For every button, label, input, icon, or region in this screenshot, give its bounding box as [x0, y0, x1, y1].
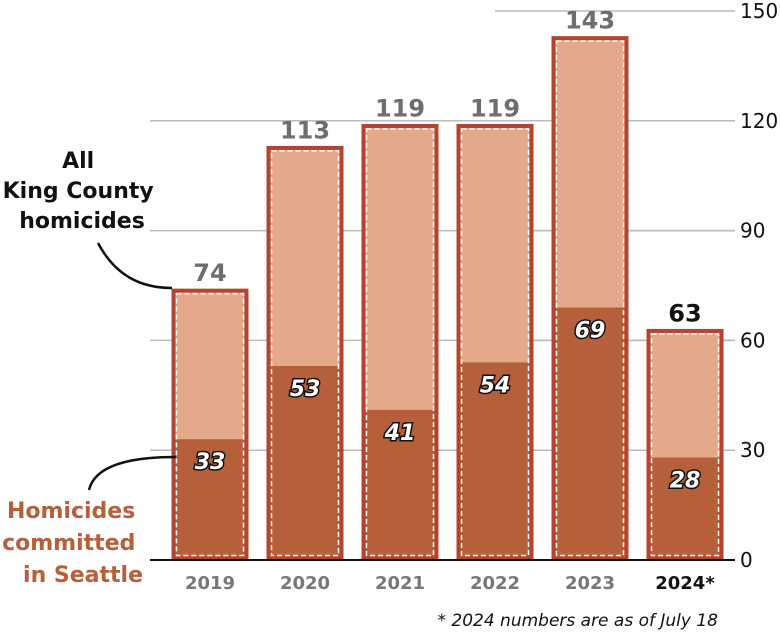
bar-border — [171, 288, 249, 561]
bar-dash-border — [365, 128, 435, 557]
bar-group-2024: 63 28 — [646, 299, 724, 561]
x-tick-label: 2021 — [375, 573, 425, 594]
y-tick-label: 60 — [740, 328, 765, 352]
bar-seattle — [552, 307, 628, 560]
x-tick-label: 2020 — [280, 573, 330, 594]
bar-border — [456, 123, 534, 561]
bar-border — [266, 145, 344, 561]
y-tick-label: 120 — [740, 109, 778, 133]
footnote: * 2024 numbers are as of July 18 — [437, 611, 718, 631]
bar-dash-border — [650, 333, 720, 557]
bar-seattle — [647, 457, 723, 560]
x-tick-label: 2023 — [565, 573, 615, 594]
total-value-label: 143 — [565, 7, 615, 35]
bar-border — [646, 328, 724, 561]
y-tick-label: 90 — [740, 219, 765, 243]
bar-group-2019: 74 33 — [171, 259, 249, 561]
seattle-value-label: 28 — [670, 469, 701, 494]
bar-dash-border — [555, 40, 625, 557]
bar-seattle — [362, 409, 438, 560]
seattle-value-label: 54 — [480, 373, 511, 398]
bar-group-2021: 119 41 — [361, 94, 439, 561]
bar-dash-border — [270, 150, 340, 557]
bar-dash-border — [460, 128, 530, 557]
annotation-leader-king-county — [96, 242, 173, 290]
annotation-king-county: All King County homicides — [3, 149, 162, 234]
x-tick-label: 2019 — [185, 573, 235, 594]
bar-seattle — [172, 439, 248, 560]
total-value-label: 74 — [193, 259, 226, 287]
total-value-label: 119 — [470, 94, 520, 122]
y-tick-label: 0 — [740, 548, 753, 572]
bar-group-2020: 113 53 — [266, 116, 344, 561]
total-value-label: 113 — [280, 116, 330, 144]
x-tick-label: 2022 — [470, 573, 520, 594]
bar-seattle — [267, 366, 343, 560]
bar-border — [551, 36, 629, 561]
seattle-value-label: 69 — [575, 318, 606, 343]
seattle-value-label: 33 — [195, 450, 226, 475]
annotation-seattle: Homicides committed in Seattle — [2, 499, 143, 588]
annotation-leader-seattle — [87, 455, 177, 491]
bar-group-2023: 143 69 — [551, 7, 629, 561]
y-tick-label: 150 — [740, 0, 778, 23]
total-value-label: 119 — [375, 94, 425, 122]
bar-seattle — [457, 362, 533, 560]
total-value-label: 63 — [668, 299, 701, 327]
x-tick-label: 2024* — [655, 573, 715, 594]
bar-group-2022: 119 54 — [456, 94, 534, 561]
bar-dash-border — [175, 292, 245, 557]
bar-border — [361, 123, 439, 561]
seattle-value-label: 53 — [290, 377, 321, 402]
seattle-value-label: 41 — [384, 421, 416, 446]
y-tick-label: 30 — [740, 438, 765, 462]
